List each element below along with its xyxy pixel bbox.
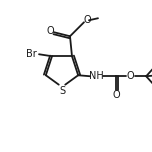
Text: NH: NH	[89, 71, 104, 81]
Text: Br: Br	[26, 49, 36, 59]
Text: O: O	[112, 90, 120, 100]
Text: S: S	[59, 86, 65, 97]
Text: O: O	[126, 71, 134, 81]
Text: O: O	[46, 26, 54, 36]
Text: O: O	[83, 15, 91, 25]
